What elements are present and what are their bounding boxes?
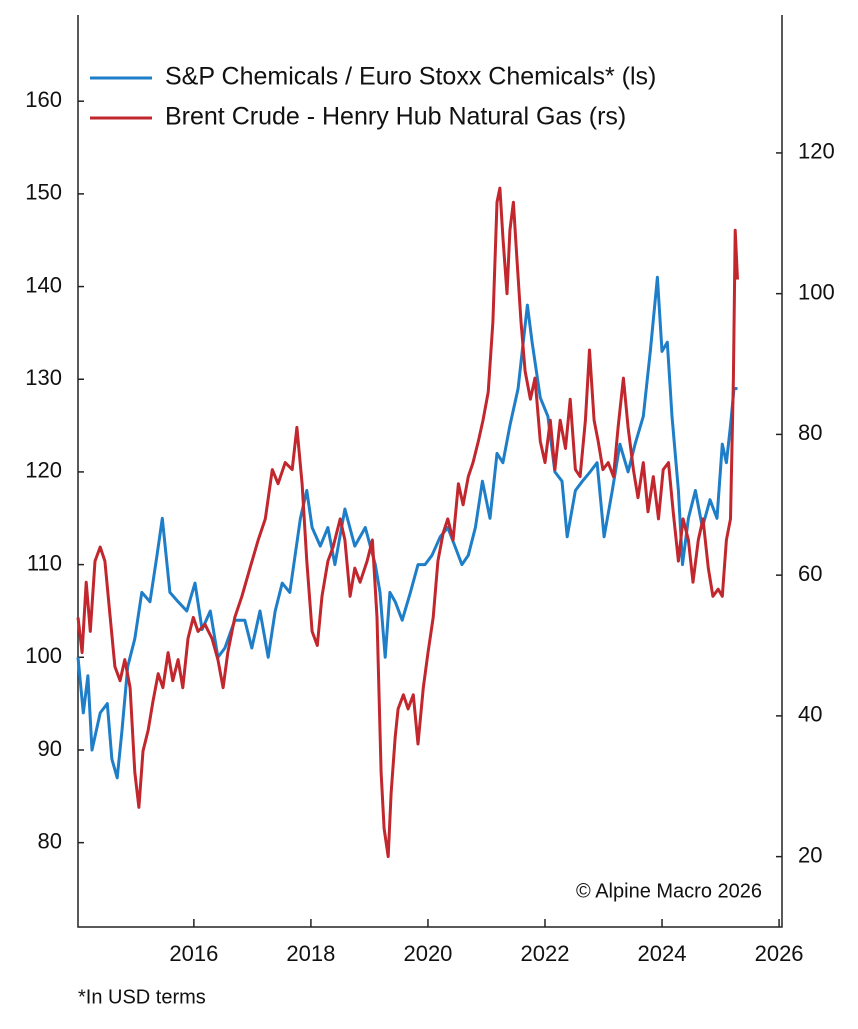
axis-frame (77, 15, 783, 928)
series-line (76, 186, 739, 859)
x-tick-label: 2020 (403, 941, 452, 966)
y-tick-label: 90 (38, 736, 62, 761)
y-tick-label: 150 (25, 180, 62, 205)
y-tick-label: 100 (25, 643, 62, 668)
y2-tick-label: 60 (798, 561, 822, 586)
series-line (76, 275, 738, 780)
x-tick-label: 2022 (521, 941, 570, 966)
y2-tick-label: 20 (798, 842, 822, 867)
annotation: © Alpine Macro 2026 (576, 880, 762, 902)
y-tick-label: 140 (25, 272, 62, 297)
y-tick-label: 80 (38, 828, 62, 853)
x-tick-label: 2024 (638, 941, 687, 966)
x-tick-label: 2018 (286, 941, 335, 966)
y-tick-label: 110 (27, 550, 62, 575)
y-tick-label: 160 (25, 87, 62, 112)
y-tick-label: 130 (25, 365, 62, 390)
y2-tick-label: 40 (798, 702, 822, 727)
legend-label: S&P Chemicals / Euro Stoxx Chemicals* (l… (165, 63, 656, 91)
legend-label: Brent Crude - Henry Hub Natural Gas (rs) (165, 103, 626, 131)
y2-tick-label: 100 (798, 279, 835, 304)
x-tick-label: 2016 (169, 941, 218, 966)
x-tick-label: 2026 (755, 941, 804, 966)
y2-tick-label: 120 (798, 139, 835, 164)
footnote: *In USD terms (78, 986, 206, 1008)
y2-tick-label: 80 (798, 420, 822, 445)
y-tick-label: 120 (25, 458, 62, 483)
